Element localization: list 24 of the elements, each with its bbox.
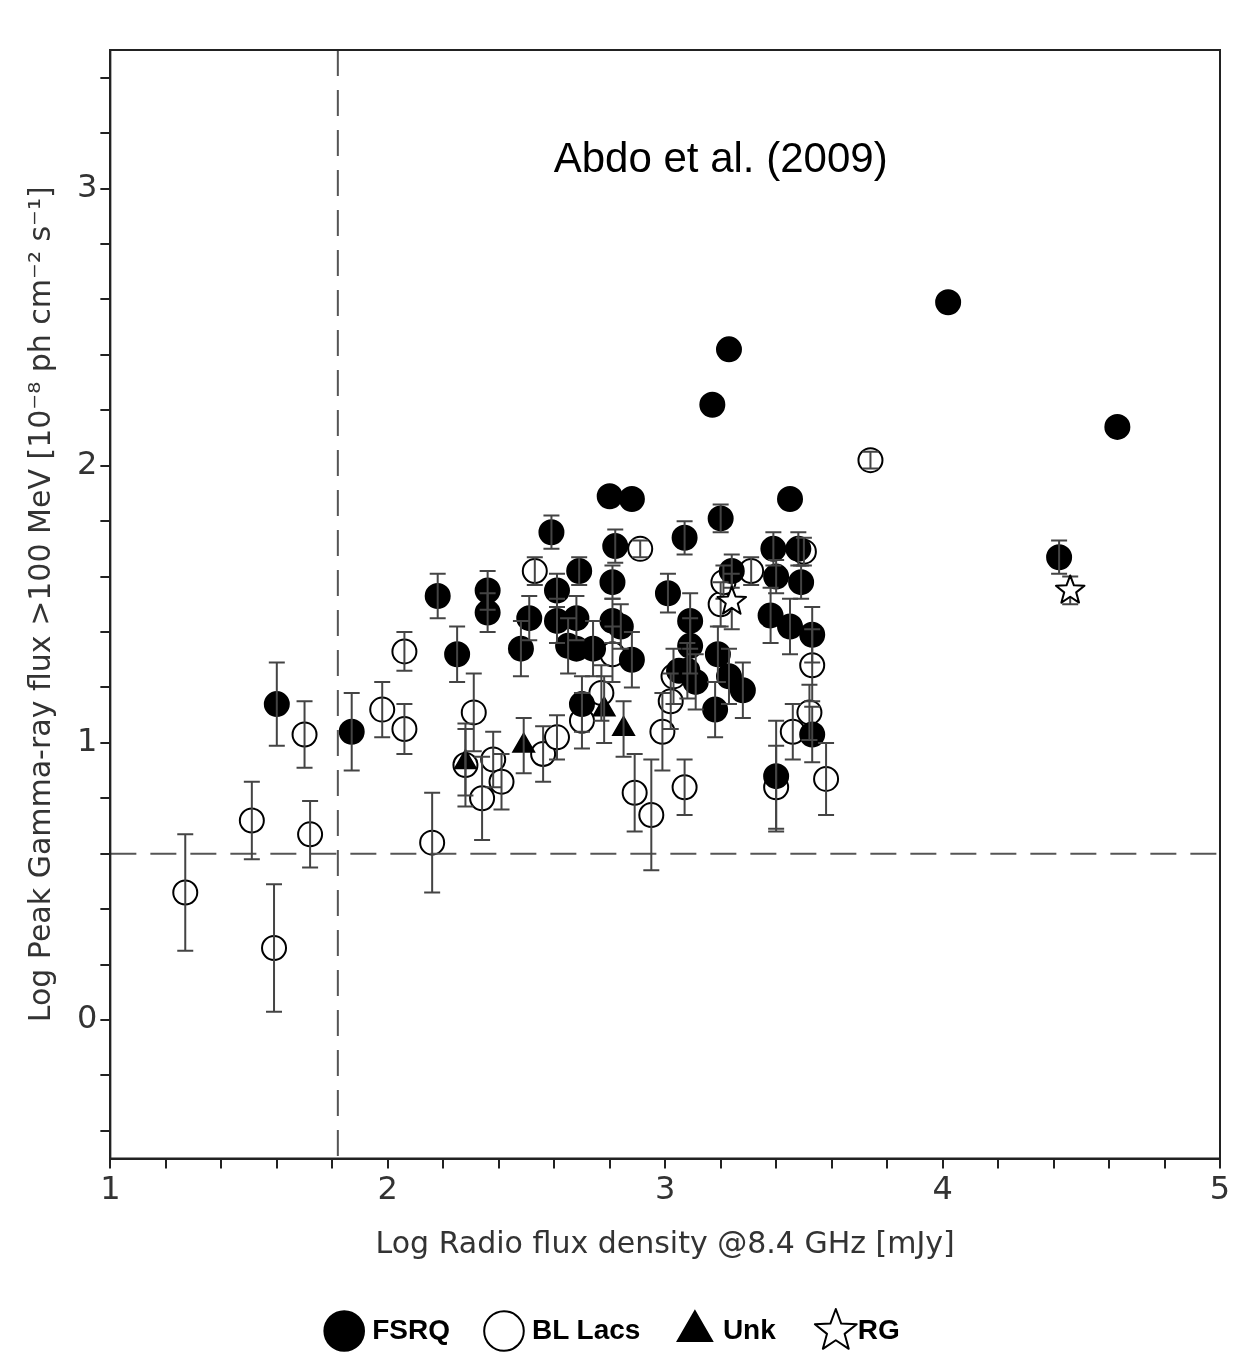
- y-tick-label: 2: [77, 444, 98, 483]
- y-tick-label: 1: [77, 721, 98, 760]
- y-tick-label: 0: [77, 998, 98, 1037]
- x-axis-title: Log Radio flux density @8.4 GHz [mJy]: [375, 1224, 955, 1260]
- point: [1104, 413, 1131, 440]
- legend-label: BL Lacs: [531, 1313, 641, 1345]
- point: [596, 483, 623, 510]
- point: [1054, 574, 1086, 604]
- y-tick-label: 3: [77, 166, 98, 205]
- y-axis-title: Log Peak Gamma-ray flux >100 MeV [10⁻⁸ ph cm⁻² s⁻¹]: [21, 186, 57, 1023]
- x-tick-label: 4: [932, 1169, 953, 1208]
- annotation: Abdo et al. (2009): [553, 133, 888, 181]
- point: [715, 336, 742, 363]
- legend-label: RG: [857, 1313, 900, 1345]
- point: [618, 485, 645, 512]
- point: [935, 289, 962, 316]
- point: [716, 585, 748, 615]
- x-tick-label: 2: [377, 1169, 398, 1208]
- point: [699, 391, 726, 418]
- legend-label: FSRQ: [372, 1313, 450, 1345]
- x-tick-label: 3: [655, 1169, 676, 1208]
- legend-label: Unk: [722, 1313, 777, 1345]
- x-tick-label: 5: [1209, 1169, 1231, 1208]
- point: [777, 485, 804, 512]
